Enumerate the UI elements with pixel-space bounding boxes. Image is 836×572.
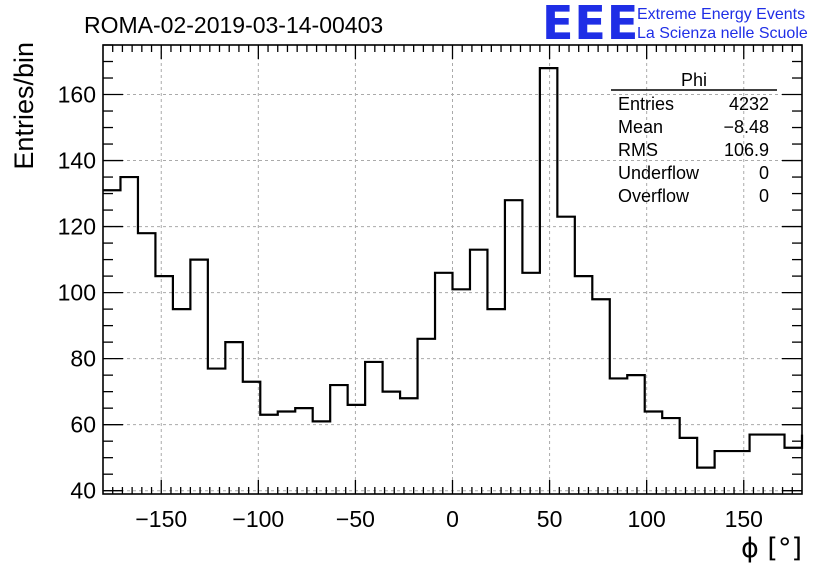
x-tick-label: 0 <box>446 506 459 532</box>
stats-label-overflow: Overflow <box>618 186 690 206</box>
stats-value-overflow: 0 <box>759 186 769 206</box>
x-tick-labels: −150 −100 −50 0 50 100 150 <box>135 506 763 532</box>
y-tick-label: 160 <box>58 82 96 108</box>
y-tick-label: 100 <box>58 280 96 306</box>
stats-value-entries: 4232 <box>729 94 769 114</box>
stats-label-mean: Mean <box>618 117 663 137</box>
histogram-step-line <box>103 67 804 469</box>
stats-value-rms: 106.9 <box>724 140 769 160</box>
axis-ticks <box>103 44 802 494</box>
chart-title: ROMA-02-2019-03-14-00403 <box>84 12 383 38</box>
x-tick-label: 100 <box>627 506 665 532</box>
y-axis-label: Entries/bin <box>9 42 39 170</box>
stats-label-rms: RMS <box>618 140 658 160</box>
x-tick-label: −150 <box>135 506 187 532</box>
stats-value-underflow: 0 <box>759 163 769 183</box>
stats-box: Phi Entries 4232 Mean −8.48 RMS 106.9 Underflo… <box>611 70 777 206</box>
y-tick-label: 60 <box>70 412 96 438</box>
x-tick-label: −100 <box>232 506 284 532</box>
stats-label-underflow: Underflow <box>618 163 700 183</box>
stats-rows: Entries 4232 Mean −8.48 RMS 106.9 Underflow 0 Ov… <box>618 94 769 206</box>
y-tick-label: 40 <box>70 478 96 504</box>
y-tick-labels: 40 60 80 100 120 140 160 <box>58 82 96 504</box>
x-tick-label: 50 <box>537 506 563 532</box>
x-axis-label: ϕ [°] <box>741 533 802 564</box>
x-tick-label: 150 <box>725 506 763 532</box>
y-tick-label: 120 <box>58 214 96 240</box>
y-tick-label: 140 <box>58 148 96 174</box>
x-tick-label: −50 <box>336 506 375 532</box>
logo-subtitle-line2: La Scienza nelle Scuole <box>637 25 808 42</box>
stats-title: Phi <box>681 70 707 90</box>
stats-label-entries: Entries <box>618 94 674 114</box>
grid-lines <box>103 45 802 494</box>
stats-value-mean: −8.48 <box>723 117 769 137</box>
eee-logo: EEE <box>542 0 640 50</box>
y-tick-label: 80 <box>70 346 96 372</box>
logo-subtitle-line1: Extreme Energy Events <box>637 6 806 23</box>
